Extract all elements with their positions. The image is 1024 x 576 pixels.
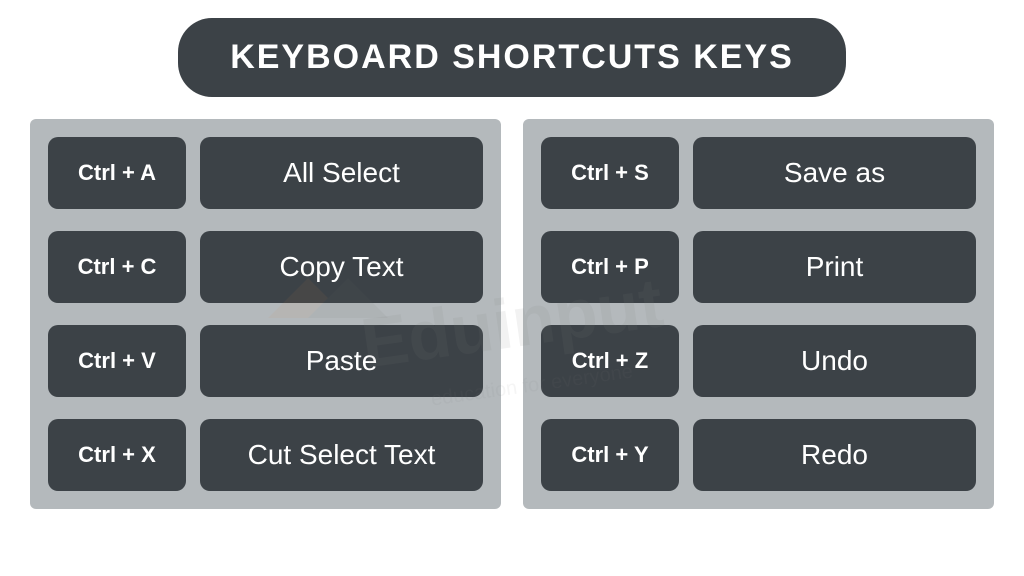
shortcut-row: Ctrl + S Save as bbox=[541, 137, 976, 209]
right-panel: Ctrl + S Save as Ctrl + P Print Ctrl + Z… bbox=[523, 119, 994, 509]
left-panel: Ctrl + A All Select Ctrl + C Copy Text C… bbox=[30, 119, 501, 509]
shortcut-row: Ctrl + A All Select bbox=[48, 137, 483, 209]
shortcut-desc: Copy Text bbox=[200, 231, 483, 303]
page-title: KEYBOARD SHORTCUTS KEYS bbox=[178, 18, 846, 97]
shortcut-desc: Undo bbox=[693, 325, 976, 397]
shortcut-row: Ctrl + X Cut Select Text bbox=[48, 419, 483, 491]
shortcut-desc: Redo bbox=[693, 419, 976, 491]
columns-container: Ctrl + A All Select Ctrl + C Copy Text C… bbox=[0, 119, 1024, 509]
shortcut-key: Ctrl + A bbox=[48, 137, 186, 209]
shortcut-row: Ctrl + V Paste bbox=[48, 325, 483, 397]
shortcut-desc: Cut Select Text bbox=[200, 419, 483, 491]
shortcut-desc: All Select bbox=[200, 137, 483, 209]
shortcut-key: Ctrl + V bbox=[48, 325, 186, 397]
shortcut-row: Ctrl + Y Redo bbox=[541, 419, 976, 491]
shortcut-row: Ctrl + C Copy Text bbox=[48, 231, 483, 303]
shortcut-key: Ctrl + Z bbox=[541, 325, 679, 397]
shortcut-key: Ctrl + S bbox=[541, 137, 679, 209]
shortcut-key: Ctrl + C bbox=[48, 231, 186, 303]
shortcut-desc: Save as bbox=[693, 137, 976, 209]
shortcut-row: Ctrl + P Print bbox=[541, 231, 976, 303]
header: KEYBOARD SHORTCUTS KEYS bbox=[0, 0, 1024, 119]
shortcut-key: Ctrl + P bbox=[541, 231, 679, 303]
shortcut-row: Ctrl + Z Undo bbox=[541, 325, 976, 397]
shortcut-key: Ctrl + Y bbox=[541, 419, 679, 491]
shortcut-desc: Print bbox=[693, 231, 976, 303]
shortcut-desc: Paste bbox=[200, 325, 483, 397]
shortcut-key: Ctrl + X bbox=[48, 419, 186, 491]
